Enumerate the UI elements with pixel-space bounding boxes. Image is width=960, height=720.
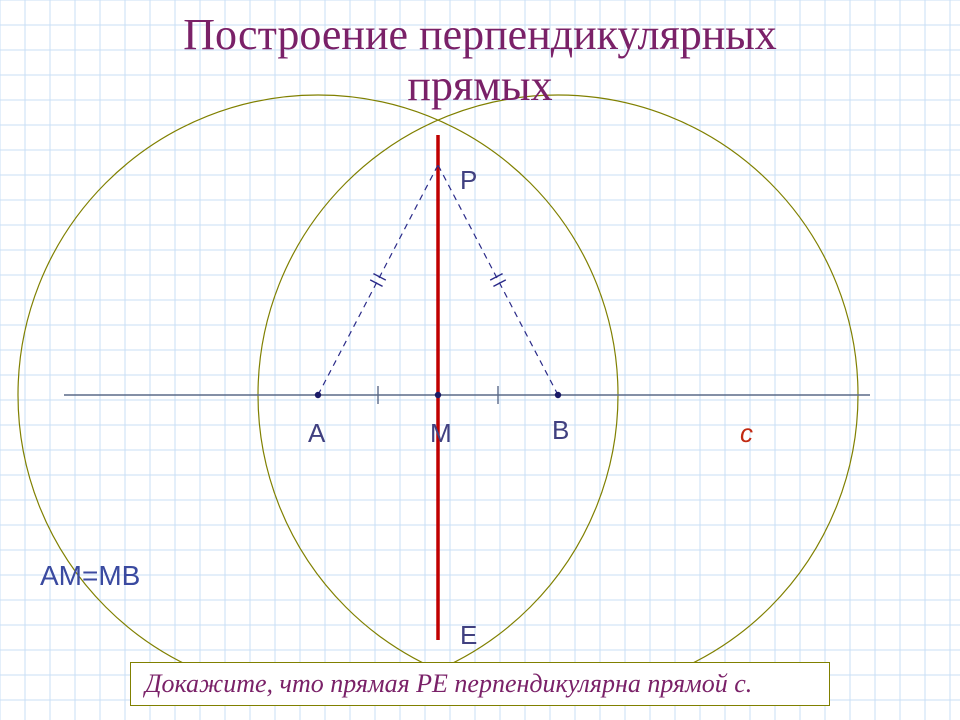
label-B: В (552, 415, 569, 446)
diagram-canvas: Построение перпендикулярныхпрямых Р А М … (0, 0, 960, 720)
equality-text: АM=MB (40, 560, 140, 592)
label-P: Р (460, 165, 477, 196)
label-E: E (460, 620, 477, 651)
label-line-c: c (740, 418, 753, 449)
proof-prompt: Докажите, что прямая РE перпендикулярна … (130, 662, 830, 706)
label-M: М (430, 418, 452, 449)
label-A: А (308, 418, 325, 449)
diagram-title: Построение перпендикулярныхпрямых (0, 10, 960, 111)
